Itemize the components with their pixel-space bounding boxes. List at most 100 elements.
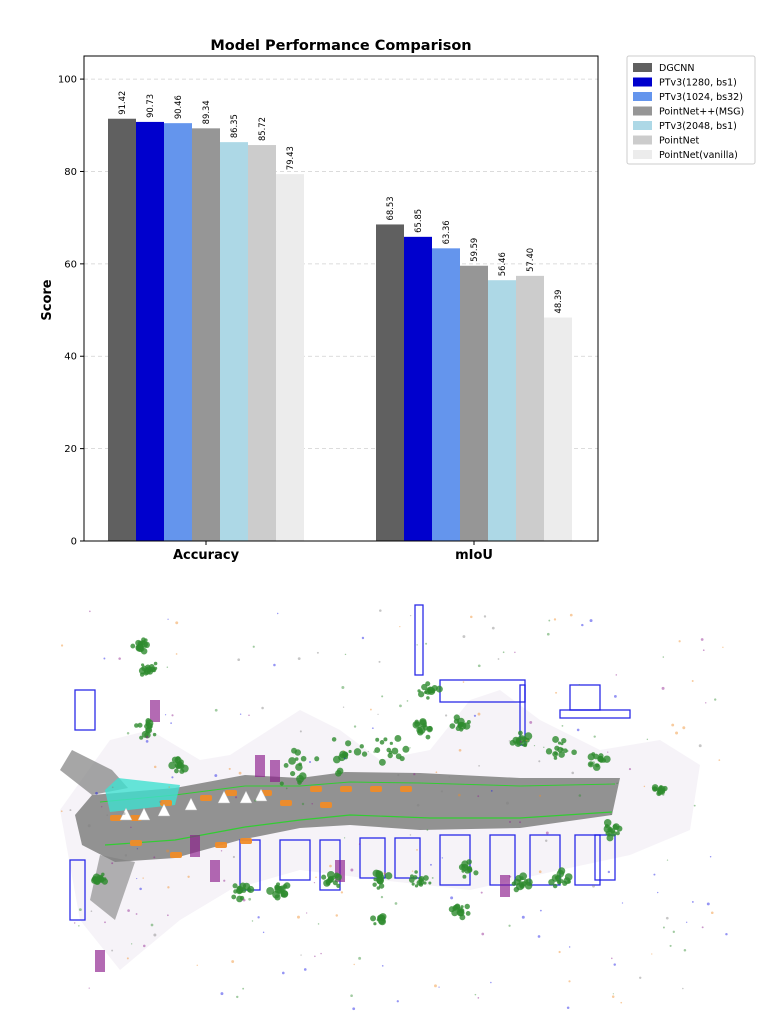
cone-points [157,803,171,817]
vegetation-points [509,739,516,746]
vegetation-points [288,757,296,765]
sparse-point [483,615,487,618]
vegetation-points [153,661,158,666]
sparse-point [78,908,82,912]
sparse-point [445,714,448,717]
bar-value-label: 56.46 [497,252,507,276]
sparse-point [214,774,218,778]
sparse-point [409,614,412,617]
sparse-point [481,932,485,936]
vegetation-points [465,911,471,916]
building-points [394,837,421,879]
sparse-point [126,731,130,735]
sparse-point [514,651,516,654]
sparse-point [251,920,254,922]
vegetation-points [421,683,428,691]
sparse-point [416,803,420,807]
vehicle-points [215,842,227,848]
sparse-point [341,685,345,689]
vegetation-points [552,736,559,743]
sparse-point [611,995,615,998]
vegetation-points [391,747,399,755]
vegetation-points [134,723,139,728]
sparse-point [411,870,414,872]
sparse-point [678,640,681,643]
y-tick-label: 40 [64,352,77,363]
sparse-point [683,948,687,952]
vehicle-points [160,800,172,806]
vegetation-points [464,903,470,910]
sparse-point [548,619,551,622]
sparse-point [521,915,525,919]
bar [404,236,432,542]
sparse-point [425,642,428,645]
sparse-point [508,740,511,742]
pole-points [500,875,510,897]
sparse-point [242,898,246,902]
y-tick-label: 0 [71,537,77,548]
bar [488,280,516,541]
sparse-point [297,915,300,919]
sparse-point [653,873,656,876]
sparse-point [621,902,624,904]
vegetation-points [610,830,617,837]
sparse-point [281,971,285,975]
sparse-point [111,949,114,952]
vegetation-points [524,732,533,741]
vegetation-points [552,883,558,889]
legend-entry: PTv3(1280, bs1) [659,78,737,89]
sparse-point [261,706,264,710]
vegetation-points [519,883,525,889]
building-points [574,834,601,886]
vegetation-points [423,875,429,881]
vegetation-points [373,877,378,882]
sparse-point [90,910,93,912]
sparse-point [490,981,492,984]
sparse-point [313,881,316,884]
legend-entry: PTv3(2048, bs1) [659,121,737,132]
sparse-point [329,864,332,868]
sparse-point [126,957,129,960]
vegetation-points [353,748,362,756]
vegetation-points [561,738,567,744]
point-cloud [60,604,728,1011]
sparse-point [702,649,705,652]
sparse-point [130,826,132,829]
pole-points [95,950,105,972]
vegetation-points [239,882,247,890]
sparse-point [406,700,409,702]
point-spread [60,690,700,970]
sparse-point [308,760,312,764]
bar [544,317,572,541]
sparse-point [539,794,542,797]
vegetation-points [416,726,423,734]
sparse-point [285,787,288,790]
road-segment [75,772,620,862]
vegetation-points [177,762,185,770]
vegetation-points [283,882,291,889]
sparse-point [497,658,500,660]
vegetation-points [545,748,553,755]
sparse-point [352,1007,356,1011]
vegetation-points [174,768,179,774]
vegetation-points [323,879,331,887]
vegetation-points [426,696,430,700]
sparse-point [358,843,361,845]
sparse-point [350,994,353,998]
vegetation-points [145,727,151,733]
vegetation-points [417,689,421,693]
bar [248,145,276,541]
sparse-point [311,802,314,805]
sparse-point [665,916,669,920]
sparse-point [413,773,416,776]
vegetation-points [376,877,384,885]
data-labels: 91.42 90.73 90.46 89.34 86.35 85.72 79.43 68.53… [117,91,563,314]
vegetation-points [297,780,302,785]
vegetation-points [387,752,393,759]
vegetation-points [386,747,392,753]
vegetation-points [423,881,427,885]
vegetation-points [448,906,455,913]
sparse-point [383,872,386,875]
sparse-point [127,909,130,912]
bar-value-label: 85.72 [257,117,267,141]
